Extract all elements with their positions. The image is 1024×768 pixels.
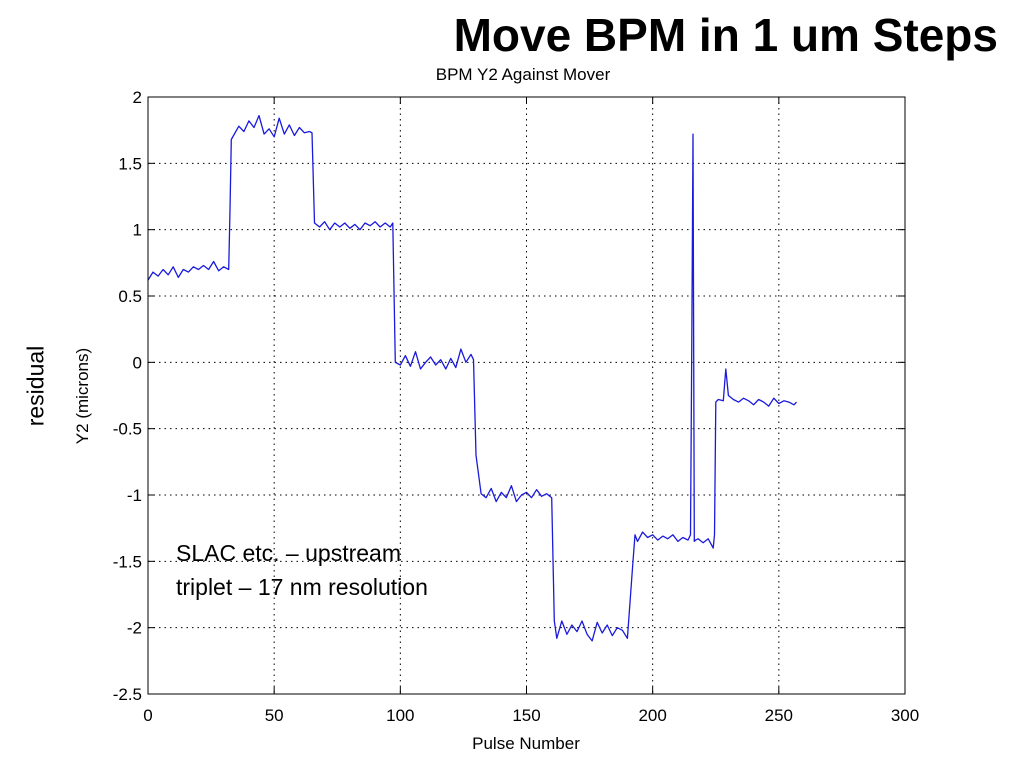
y-tick-label: -0.5 — [113, 420, 142, 439]
plot-frame — [147, 96, 906, 695]
y-tick-label: 1.5 — [118, 154, 142, 173]
tick-labels: 0 50 100 150 200 250 300 2 1.5 1 0.5 0 -0.5 -1 -1.5 -2 -… — [113, 88, 919, 725]
x-tick-label: 300 — [891, 706, 919, 725]
annotation-line-2: triplet – 17 nm resolution — [176, 574, 428, 600]
series-layer — [147, 114, 797, 642]
y-tick-label: -1 — [127, 486, 142, 505]
y-tick-label: 1 — [133, 221, 142, 240]
y-tick-label: 2 — [133, 88, 142, 107]
x-tick-label: 150 — [512, 706, 540, 725]
x-tick-label: 100 — [386, 706, 414, 725]
y-tick-label: 0.5 — [118, 287, 142, 306]
y-tick-label: -2.5 — [113, 685, 142, 704]
annotation-line-1: SLAC etc. – upstream — [176, 540, 401, 566]
x-tick-label: 0 — [143, 706, 152, 725]
x-axis-label: Pulse Number — [472, 734, 580, 753]
y-axis-label: Y2 (microns) — [73, 348, 92, 444]
x-tick-label: 50 — [265, 706, 284, 725]
slide-title: Move BPM in 1 um Steps — [453, 9, 998, 61]
chart-title: BPM Y2 Against Mover — [436, 65, 611, 84]
y-tick-label: -1.5 — [113, 552, 142, 571]
grid-lines — [148, 97, 905, 694]
series-line — [147, 114, 797, 642]
x-tick-label: 200 — [638, 706, 666, 725]
x-tick-label: 250 — [765, 706, 793, 725]
y-tick-label: -2 — [127, 619, 142, 638]
y-tick-label: 0 — [133, 353, 142, 372]
